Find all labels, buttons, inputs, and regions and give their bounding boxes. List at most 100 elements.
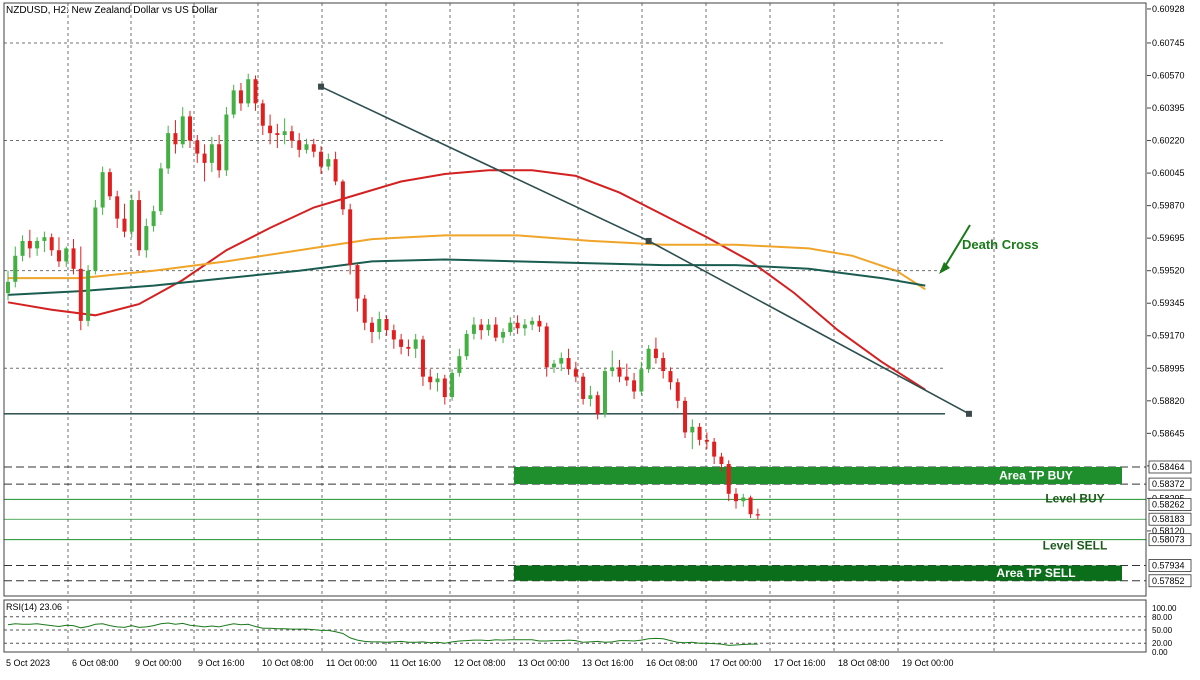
candle-body [209, 144, 214, 163]
candle-body [107, 172, 112, 197]
candle-body [406, 346, 411, 349]
candle-body [420, 339, 425, 377]
candle-body [632, 380, 637, 392]
candle-body [755, 514, 760, 516]
candle-body [581, 376, 586, 399]
candle-body [6, 281, 10, 293]
level-line-label: Level SELL [1043, 539, 1108, 553]
trendline-group [318, 83, 972, 417]
candle-body [697, 426, 702, 440]
candle-body [253, 79, 258, 104]
candle-body [42, 237, 47, 241]
level-line-label: Level BUY [1045, 491, 1104, 505]
candle-body [719, 456, 724, 465]
candle-body [173, 133, 178, 145]
candle-body [319, 151, 324, 167]
candle-body [275, 133, 280, 135]
candle-body [624, 376, 629, 381]
time-tick-label: 11 Oct 00:00 [326, 658, 377, 668]
candle-body [595, 395, 600, 414]
price-tick-label: 0.60045 [1152, 168, 1185, 178]
rsi-tick-label: 100.00 [1152, 604, 1177, 613]
trade-levels: Area TP BUY Level BUY Level SELL Area TP SE… [4, 413, 1146, 582]
candle-body [522, 324, 527, 329]
candle-body [151, 211, 156, 227]
price-tag-box [1148, 559, 1192, 572]
candles [6, 73, 760, 520]
price-tick-label: 0.58995 [1152, 363, 1185, 373]
time-tick-label: 17 Oct 16:00 [774, 658, 826, 668]
candle-body [311, 144, 316, 152]
candle-body [493, 324, 498, 338]
candle-body [158, 168, 163, 212]
rsi-frame [3, 599, 1147, 653]
candle-body [188, 116, 192, 141]
candle-body [115, 196, 120, 219]
candle-body [180, 116, 185, 145]
death-cross-arrowhead [939, 262, 950, 274]
price-tick-label: 0.59695 [1152, 233, 1185, 243]
candle-body [537, 320, 542, 327]
candle-body [530, 320, 535, 325]
rsi-label: RSI(14) 23.06 [6, 602, 62, 612]
candle-body [610, 367, 615, 372]
time-tick-label: 13 Oct 16:00 [582, 658, 634, 668]
level-area-band [514, 565, 1122, 581]
candle-body [617, 367, 622, 377]
candle-body [78, 268, 83, 321]
candle-body [726, 464, 731, 494]
candle-body [260, 103, 265, 126]
rsi-line [7, 622, 758, 646]
candle-body [166, 133, 171, 169]
moving-averages [7, 169, 926, 391]
price-tag-box [1148, 533, 1192, 547]
candle-body [340, 181, 345, 210]
candle-body [35, 240, 40, 249]
price-tick-label: 0.58645 [1152, 428, 1185, 438]
candle-body [661, 358, 666, 372]
candle-body [442, 378, 447, 398]
price-tag-box [1148, 574, 1192, 588]
candle-body [100, 172, 105, 208]
candle-body [282, 131, 287, 135]
price-tick-label: 0.60395 [1152, 103, 1185, 113]
axes: 5 Oct 2023 6 Oct 08:00 9 Oct 00:00 9 Oct 16… [3, 2, 1192, 668]
candle-body [741, 497, 746, 502]
price-tag-box [1148, 477, 1192, 491]
candle-body [326, 159, 331, 167]
candle-body [93, 207, 98, 271]
price-tag-box [1148, 512, 1192, 526]
price-tag-label: 0.58464 [1152, 462, 1185, 472]
candle-body [238, 90, 243, 104]
candle-body [348, 209, 353, 266]
candle-body [573, 369, 578, 377]
time-tick-label: 5 Oct 2023 [6, 658, 50, 668]
price-tick-label: 0.59870 [1152, 201, 1185, 211]
price-tick-label: 0.60220 [1152, 136, 1185, 146]
time-tick-label: 6 Oct 08:00 [72, 658, 119, 668]
candle-body [690, 426, 695, 433]
time-tick-label: 17 Oct 00:00 [710, 658, 762, 668]
candle-body [734, 493, 738, 502]
rsi-tick-label: 50.00 [1152, 626, 1173, 635]
candle-body [13, 255, 18, 282]
price-tick-label: 0.60928 [1152, 4, 1185, 14]
price-tick-label: 0.58120 [1152, 526, 1185, 536]
price-tag-label: 0.57852 [1152, 576, 1185, 586]
moving-average-line [7, 169, 926, 391]
candle-body [224, 114, 229, 171]
price-tag-box [1148, 460, 1192, 474]
candle-body [304, 144, 309, 150]
trendline-anchor [645, 237, 652, 244]
candle-body [20, 240, 25, 256]
candle-body [27, 240, 32, 249]
candle-body [471, 324, 476, 334]
rsi-tick-label: 80.00 [1152, 613, 1173, 622]
candle-body [49, 237, 54, 251]
candle-body [646, 348, 651, 370]
candle-body [195, 140, 200, 154]
candle-body [268, 125, 273, 134]
candle-body [508, 322, 513, 333]
